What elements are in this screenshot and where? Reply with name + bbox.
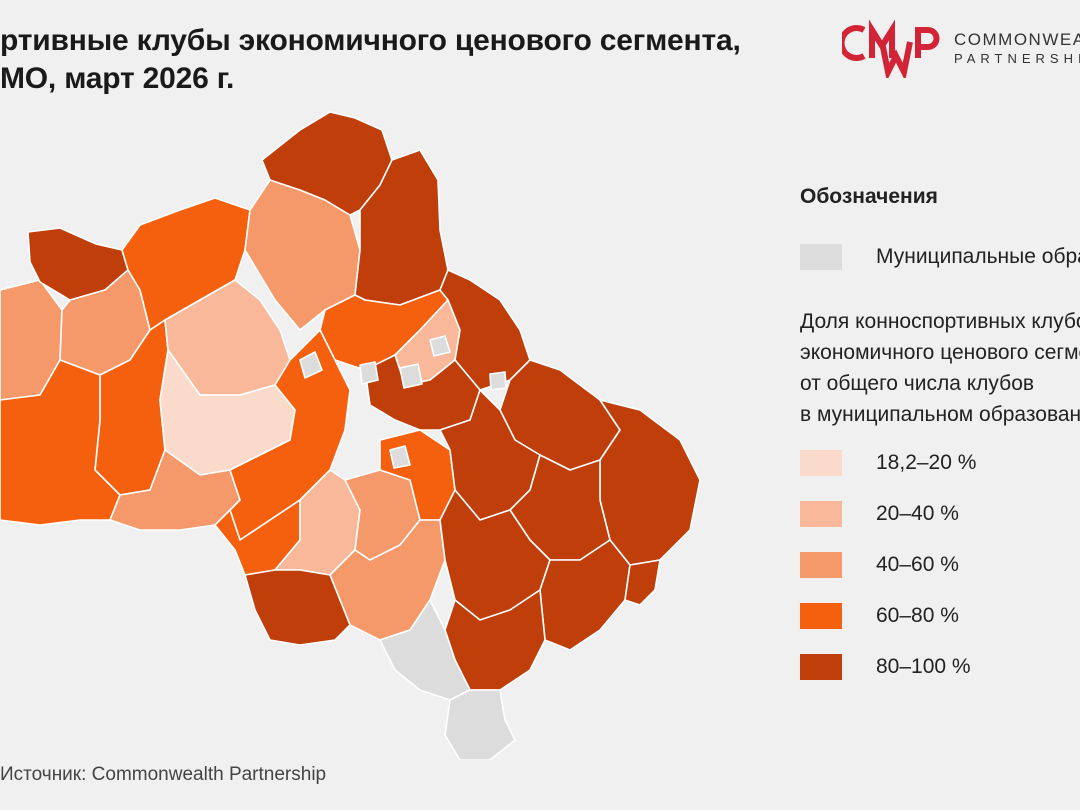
legend-description: Доля конноспортивных клубов экономичного… [800,306,1080,430]
company-logo: COMMONWEALTH PARTNERSHIP [842,18,1080,78]
district-no-data-enclave-4 [389,445,411,469]
legend-item-label: 20–40 % [876,502,959,525]
legend-item: 40–60 % [800,552,1080,603]
title-line-1: ртивные клубы экономичного ценового сегм… [0,24,741,57]
legend-description-line-4: в муниципальном образовании [800,403,1080,426]
logo-line-2: PARTNERSHIP [954,51,1080,66]
legend-no-data: Муниципальные образования без данных [800,244,1080,294]
district-serebryanye-prudy-sw [244,569,351,646]
district-egorievsk-tail [624,559,661,606]
legend-item-label: 60–80 % [876,604,959,627]
district-no-data-south-2 [444,689,516,760]
district-no-data-enclave-6 [429,335,451,357]
legend-no-data-swatch [800,244,842,270]
legend-item: 60–80 % [800,603,1080,654]
logo-line-1: COMMONWEALTH [954,30,1080,49]
legend-swatch [800,501,842,527]
logo-wordmark: COMMONWEALTH PARTNERSHIP [954,30,1080,68]
legend-no-data-label: Муниципальные образования без данных [876,245,1080,268]
district-no-data-enclave-3 [399,363,423,389]
district-ruza [0,359,121,526]
legend-swatch [800,603,842,629]
page-title: ртивные клубы экономичного ценового сегм… [0,22,741,98]
cmwp-logo-mark-icon [842,19,940,78]
legend-item: 80–100 % [800,654,1080,705]
legend-item-label: 40–60 % [876,553,959,576]
legend-swatch [800,654,842,680]
legend-scale: 18,2–20 % 20–40 % 40–60 % 60–80 % 80–100… [800,450,1080,705]
title-line-2: МО, март 2026 г. [0,62,235,95]
district-no-data-enclave-5 [489,371,507,391]
source-note: Источник: Commonwealth Partnership [0,764,327,785]
legend-description-line-2: экономичного ценового сегмента [800,341,1080,364]
legend-description-line-3: от общего числа клубов [800,372,1035,395]
legend-swatch [800,552,842,578]
legend-item-label: 18,2–20 % [876,451,977,474]
district-no-data-south-1 [379,599,471,701]
legend-item-label: 80–100 % [876,655,971,678]
district-no-data-enclave-2 [359,361,379,385]
map-legend: Обозначения Муниципальные образования бе… [800,180,1080,705]
legend-description-line-1: Доля конноспортивных клубов [800,310,1080,333]
district-no-data-enclave-1 [299,351,323,379]
legend-swatch [800,450,842,476]
moscow-region-map [0,111,701,760]
legend-title: Обозначения [800,185,938,208]
legend-item: 20–40 % [800,501,1080,552]
legend-item: 18,2–20 % [800,450,1080,501]
